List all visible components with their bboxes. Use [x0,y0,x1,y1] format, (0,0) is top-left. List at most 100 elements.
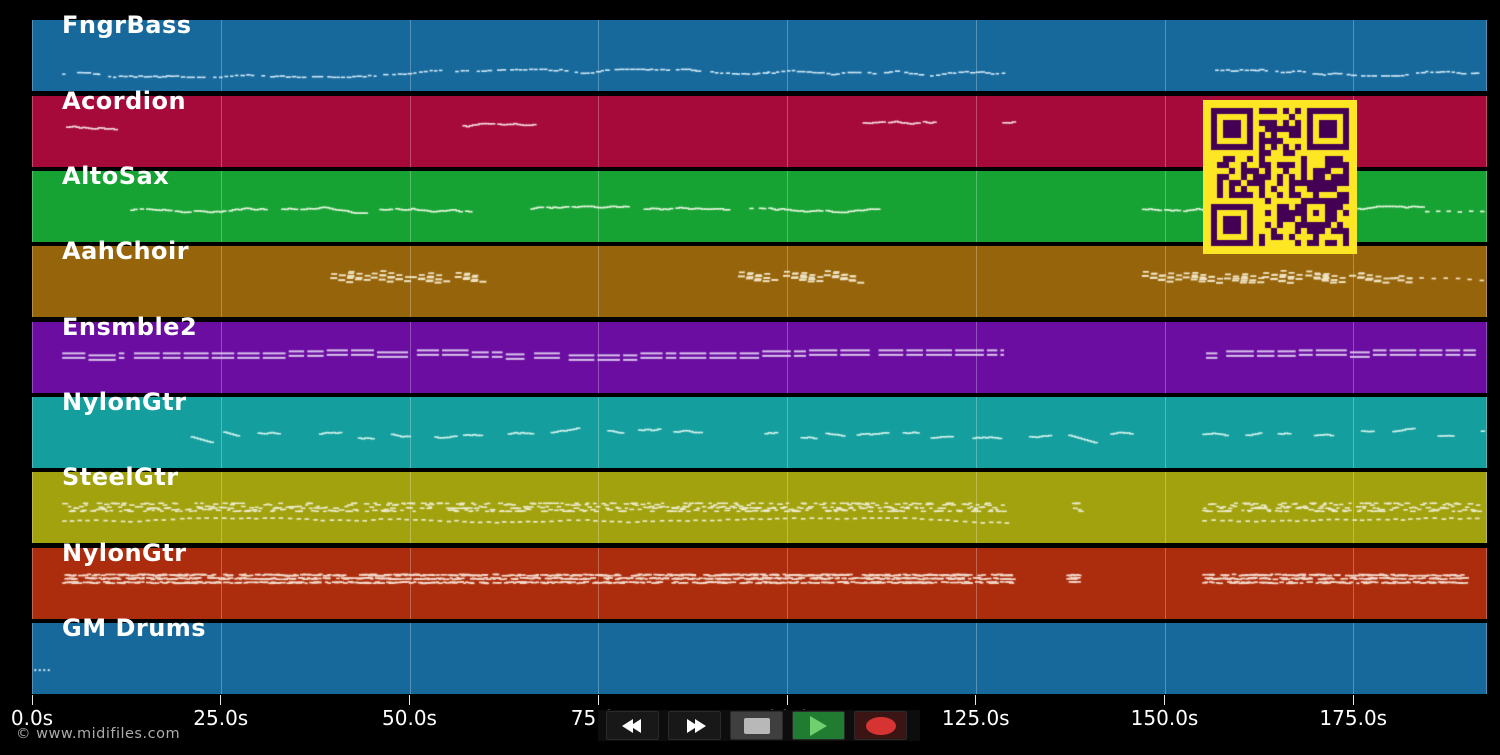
gridline [1353,472,1355,543]
gridline [975,20,977,91]
gridline [598,20,600,91]
gridline [598,548,600,619]
gridline [598,623,600,694]
gridline [32,548,33,619]
watermark-copyright: © www.midifiles.com [16,726,181,742]
gridline [1486,548,1487,619]
gridline [598,96,600,167]
gridline [787,96,788,167]
track-label: NylonGtr [62,539,187,567]
play-icon [810,715,827,736]
axis-tick [220,695,222,705]
gridline [409,548,411,619]
gridline [975,171,977,242]
gridline [787,548,788,619]
gridline [787,623,788,694]
gridline [787,397,788,468]
track-lane-fngrbass: FngrBass [32,13,1487,91]
track-lane-nylongtr: NylonGtr [32,541,1487,619]
axis-tick [1352,695,1354,705]
gridline [975,623,977,694]
gridline [220,96,222,167]
gridline [220,20,222,91]
gridline [409,171,411,242]
gridline [32,246,33,317]
gridline [409,96,411,167]
gridline [409,322,411,393]
gridline [1164,623,1166,694]
gridline [220,397,222,468]
gridline [975,246,977,317]
play-button[interactable] [792,711,845,740]
track-label: NylonGtr [62,388,187,416]
track-label: AltoSax [62,162,170,190]
transport-bar [598,710,920,741]
gridline [598,246,600,317]
gridline [409,623,411,694]
gridline [1164,246,1166,317]
fast-forward-button[interactable] [668,711,721,740]
track-lane-nylongtr: NylonGtr [32,390,1487,468]
gridline [1486,322,1487,393]
track-lane-gm-drums: GM Drums [32,616,1487,694]
qr-code [1203,100,1357,254]
gridline [975,548,977,619]
axis-tick-label: 25.0s [193,706,249,730]
gridline [787,171,788,242]
rewind-button[interactable] [606,711,659,740]
gridline [409,246,411,317]
track-label: Ensmble2 [62,313,198,341]
gridline [32,96,33,167]
gridline [1353,623,1355,694]
gridline [787,20,788,91]
gridline [1164,472,1166,543]
gridline [1486,96,1487,167]
axis-tick-label: 175.0s [1319,706,1388,730]
gridline [220,322,222,393]
gridline [975,96,977,167]
stop-button[interactable] [730,711,783,740]
record-button[interactable] [854,711,907,740]
axis-tick-label: 50.0s [382,706,437,730]
record-icon [865,716,896,735]
axis-tick [786,695,788,705]
axis-tick [597,695,599,705]
stop-icon [743,717,770,734]
gridline [1486,246,1487,317]
gridline [220,472,222,543]
gridline [220,548,222,619]
gridline [32,623,33,694]
gridline [787,322,788,393]
gridline [1164,548,1166,619]
gridline [32,20,33,91]
gridline [32,171,33,242]
gridline [975,322,977,393]
gridline [1353,246,1355,317]
axis-tick-label: 150.0s [1130,706,1199,730]
axis-tick-label: 125.0s [941,706,1010,730]
track-label: Acordion [62,87,187,115]
gridline [32,397,33,468]
track-lane-steelgtr: SteelGtr [32,465,1487,543]
gridline [598,397,600,468]
axis-tick [975,695,977,705]
gridline [32,472,33,543]
rewind-icon [621,718,641,733]
gridline [1353,20,1355,91]
gridline [1353,322,1355,393]
gridline [975,397,977,468]
gridline [220,171,222,242]
gridline [1164,96,1166,167]
gridline [787,246,788,317]
gridline [1486,397,1487,468]
gridline [598,171,600,242]
gridline [1486,472,1487,543]
track-label: AahChoir [62,237,190,265]
gridline [1486,171,1487,242]
gridline [1353,548,1355,619]
gridline [32,322,33,393]
gridline [598,472,600,543]
gridline [409,397,411,468]
track-lane-aahchoir: AahChoir [32,239,1487,317]
